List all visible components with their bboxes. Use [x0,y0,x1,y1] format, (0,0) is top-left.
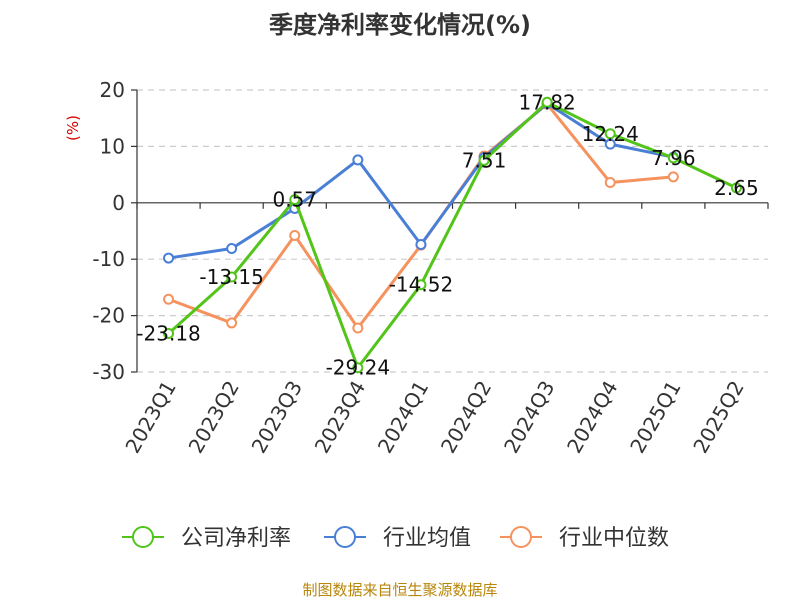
data-label-0: -23.18 [136,322,200,346]
series-line-52c41a-series [167,100,738,370]
y-tick-label-20: 20 [100,78,125,102]
data-label-6: 17.82 [519,90,576,114]
x-tick-label-2023q3: 2023Q3 [247,377,307,458]
series-lines [163,96,742,374]
x-tick-label-2024q1: 2024Q1 [373,377,433,458]
data-point-52c41a-series-8 [667,152,679,164]
legend-swatch-marker-2 [510,526,532,548]
legend-label-0: 公司净利率 [181,526,291,551]
data-point-4a7fd6-series-3 [352,154,364,166]
y-tick-label-0: 0 [112,191,125,215]
data-point-52c41a-series-4 [415,279,427,291]
legend-label-1: 行业均值 [383,526,471,551]
x-tick-label-2024q3: 2024Q3 [499,377,559,458]
data-label-9: 2.65 [714,176,759,200]
x-tick-label-2025q1: 2025Q1 [625,377,685,458]
data-point-52c41a-series-0 [163,328,175,340]
data-label-5: 7.51 [462,148,507,172]
legend-swatch-marker-0 [132,526,154,548]
legend-item-1: 行业均值 [324,526,471,551]
y-axis-unit-label: (%) [64,115,82,141]
data-point-52c41a-series-2 [289,194,301,206]
data-point-52c41a-series-1 [226,271,238,283]
x-tick-label-2023q4: 2023Q4 [310,377,370,458]
data-labels: -23.18 -13.15 0.57 -29.24 -14.52 7.51 17.8212.… [136,90,758,379]
data-point-52c41a-series-7 [604,128,616,140]
legend: 公司净利率 行业均值 行业中位数 [122,526,669,551]
legend-swatch-marker-1 [334,526,356,548]
data-point-f5925e-series-7 [604,176,616,188]
data-point-f5925e-series-2 [289,230,301,242]
grid-lines [137,89,768,373]
x-tick-label-2025q2: 2025Q2 [688,377,748,458]
data-point-4a7fd6-series-4 [415,239,427,251]
data-point-52c41a-series-5 [478,154,490,166]
x-tick-label-2024q4: 2024Q4 [562,377,622,458]
y-tick-label-10: 10 [100,134,125,158]
data-label-4: -14.52 [389,273,453,297]
data-point-f5925e-series-8 [667,171,679,183]
legend-item-2: 行业中位数 [500,526,669,551]
data-label-3: -29.24 [326,356,390,380]
data-label-2: 0.57 [272,188,317,212]
data-point-4a7fd6-series-7 [604,138,616,150]
data-point-52c41a-series-3 [352,362,364,374]
x-tick-label-2023q1: 2023Q1 [120,377,180,458]
data-point-4a7fd6-series-0 [163,252,175,264]
x-tick-label-2024q2: 2024Q2 [436,377,496,458]
data-point-52c41a-series-9 [730,182,742,194]
legend-item-0: 公司净利率 [122,526,291,551]
y-tick-label-10: -10 [92,247,125,271]
data-point-f5925e-series-1 [226,317,238,329]
data-point-52c41a-series-6 [541,96,553,108]
data-label-8: 7.96 [651,146,696,170]
data-point-f5925e-series-3 [352,322,364,334]
data-point-4a7fd6-series-1 [226,242,238,254]
y-tick-label-20: -20 [92,304,125,328]
legend-label-2: 行业中位数 [559,526,669,551]
source-note: 制图数据来自恒生聚源数据库 [302,581,497,599]
data-label-1: -13.15 [199,265,263,289]
y-tick-label-30: -30 [92,360,125,384]
chart-title: 季度净利率变化情况(%) [269,11,531,39]
x-tick-label-2023q2: 2023Q2 [184,377,244,458]
data-label-7: 12.24 [582,122,639,146]
data-point-f5925e-series-0 [163,293,175,305]
